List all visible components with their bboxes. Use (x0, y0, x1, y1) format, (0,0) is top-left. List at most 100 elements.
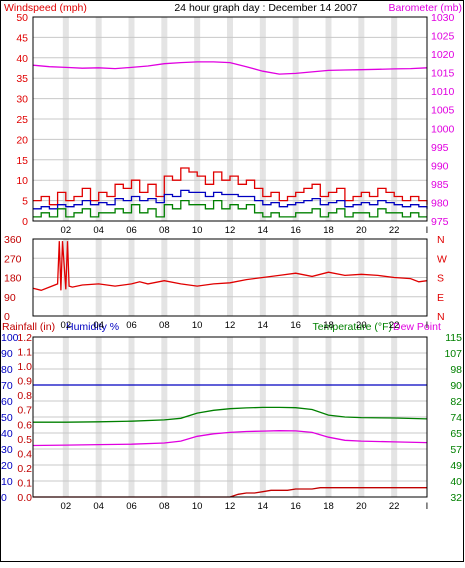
compass-label: E (437, 292, 444, 304)
windspeed-tick-label: 25 (16, 114, 28, 126)
climate-x-tick-label: 16 (290, 501, 301, 512)
rainfall-tick-label: 0.6 (17, 419, 32, 431)
temperature-axis-title: Temperature (°F) (313, 321, 392, 333)
wind-series-line-4 (32, 61, 428, 75)
temperature-tick-label: 74 (450, 412, 462, 424)
dewpoint-axis-title: Dew Point (393, 321, 441, 333)
climate-x-tick-label: I (426, 501, 429, 512)
windspeed-tick-label: 5 (22, 196, 28, 208)
wind-x-tick-label: 06 (126, 225, 137, 236)
windspeed-tick-label: 30 (16, 94, 28, 106)
climate-x-tick-label: 12 (225, 501, 236, 512)
temperature-tick-label: 115 (445, 332, 462, 344)
rainfall-tick-label: 0.0 (17, 492, 32, 504)
barometer-tick-label: 1030 (431, 12, 455, 24)
humidity-axis-title: Humidity % (66, 321, 119, 333)
temperature-tick-label: 98 (450, 364, 462, 376)
direction-x-tick-label: I (426, 320, 429, 331)
barometer-tick-label: 1020 (431, 49, 455, 61)
humidity-tick-label: 0 (1, 492, 7, 504)
temperature-tick-label: 32 (450, 492, 462, 504)
compass-label: N (437, 234, 445, 246)
temperature-tick-label: 90 (450, 380, 462, 392)
wind-series-line-3 (33, 199, 427, 218)
direction-x-tick-label: 12 (225, 320, 236, 331)
windspeed-tick-label: 10 (16, 175, 28, 187)
wind-x-tick-label: 22 (389, 225, 400, 236)
windspeed-tick-label: 40 (16, 53, 28, 65)
humidity-tick-label: 40 (1, 428, 13, 440)
direction-x-tick-label: 20 (356, 320, 367, 331)
direction-x-tick-label: 18 (323, 320, 334, 331)
humidity-tick-label: 50 (1, 412, 13, 424)
temperature-tick-label: 49 (450, 460, 462, 472)
windspeed-tick-label: 45 (16, 32, 28, 44)
windspeed-tick-label: 0 (22, 216, 28, 228)
humidity-tick-label: 70 (1, 380, 13, 392)
climate-x-tick-label: 06 (126, 501, 137, 512)
humidity-tick-label: 60 (1, 396, 13, 408)
climate-x-tick-label: 22 (389, 501, 400, 512)
windspeed-tick-label: 15 (16, 155, 28, 167)
direction-x-tick-label: 14 (258, 320, 269, 331)
direction-tick-label: 90 (4, 292, 16, 304)
barometer-tick-label: 1010 (431, 86, 455, 98)
humidity-tick-label: 90 (1, 348, 13, 360)
climate-series-line-2 (33, 406, 428, 423)
humidity-tick-label: 30 (1, 444, 13, 456)
rainfall-tick-label: 0.7 (17, 405, 32, 417)
wind-x-tick-label: 04 (93, 225, 104, 236)
climate-x-tick-label: 04 (93, 501, 104, 512)
temperature-tick-label: 65 (450, 428, 462, 440)
windspeed-tick-label: 35 (16, 73, 28, 85)
barometer-tick-label: 995 (431, 142, 449, 154)
rainfall-tick-label: 0.2 (17, 463, 32, 475)
wind-x-tick-label: 16 (290, 225, 301, 236)
barometer-tick-label: 980 (431, 197, 449, 209)
rainfall-tick-label: 0.5 (17, 434, 32, 446)
climate-x-tick-label: 10 (192, 501, 203, 512)
humidity-tick-label: 10 (1, 476, 13, 488)
barometer-tick-label: 1000 (431, 123, 455, 135)
barometer-tick-label: 975 (431, 216, 449, 228)
wind-series-line-2 (33, 189, 428, 210)
panel-2-frame (32, 238, 428, 317)
temperature-tick-label: 57 (450, 444, 462, 456)
panel-1-frame (32, 16, 428, 222)
direction-series-line-1 (32, 241, 428, 291)
wind-x-tick-label: I (426, 225, 429, 236)
direction-tick-label: 0 (4, 311, 10, 323)
wind-x-tick-label: 02 (61, 225, 72, 236)
direction-tick-label: 180 (4, 273, 22, 285)
wind-x-tick-label: 08 (159, 225, 170, 236)
barometer-tick-label: 1005 (431, 105, 455, 117)
wind-x-tick-label: 20 (356, 225, 367, 236)
wind-x-tick-label: 10 (192, 225, 203, 236)
rainfall-tick-label: 0.4 (17, 448, 32, 460)
climate-x-tick-label: 14 (258, 501, 269, 512)
windspeed-tick-label: 50 (16, 12, 28, 24)
climate-x-tick-label: 18 (323, 501, 334, 512)
rainfall-tick-label: 0.1 (17, 477, 32, 489)
panel-3-frame (32, 336, 428, 498)
rainfall-tick-label: 1.1 (17, 347, 32, 359)
compass-label: W (437, 253, 447, 265)
climate-x-tick-label: 08 (159, 501, 170, 512)
wind-x-tick-label: 12 (225, 225, 236, 236)
wind-x-tick-label: 14 (258, 225, 269, 236)
humidity-tick-label: 20 (1, 460, 13, 472)
barometer-tick-label: 985 (431, 179, 449, 191)
left-axis-title: Windspeed (mph) (4, 2, 87, 14)
barometer-tick-label: 990 (431, 160, 449, 172)
direction-x-tick-label: 08 (159, 320, 170, 331)
chart-title: 24 hour graph day : December 14 2007 (174, 2, 357, 14)
right-axis-title: Barometer (mb) (388, 2, 462, 14)
direction-x-tick-label: 06 (126, 320, 137, 331)
direction-x-tick-label: 10 (192, 320, 203, 331)
compass-label: S (437, 273, 444, 285)
direction-x-tick-label: 16 (290, 320, 301, 331)
rainfall-tick-label: 1.0 (17, 361, 32, 373)
temperature-tick-label: 82 (450, 396, 462, 408)
